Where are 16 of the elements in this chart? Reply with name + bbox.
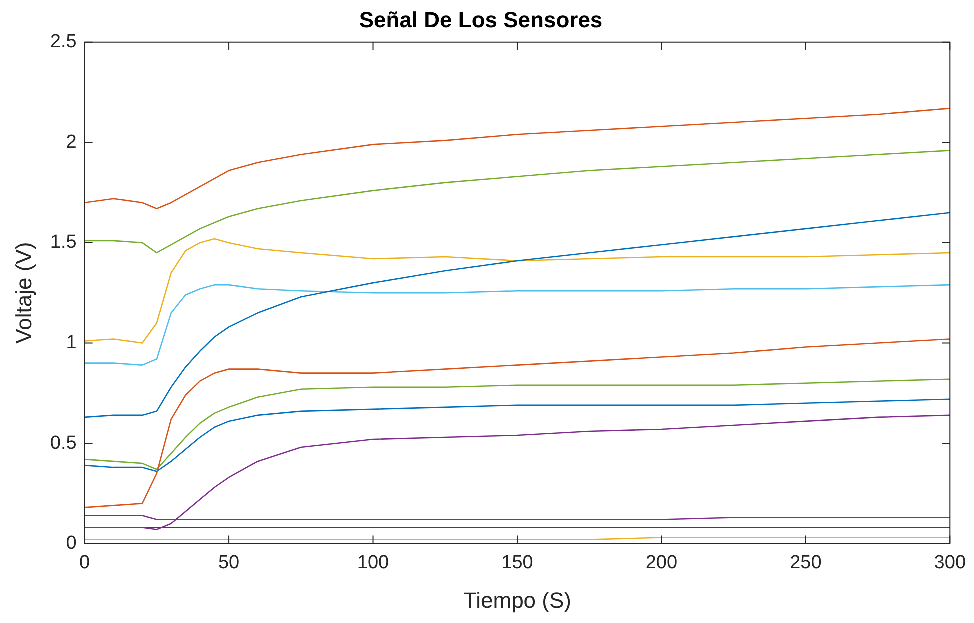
x-tick-label: 300 [934,552,966,574]
x-tick-label: 200 [646,552,678,574]
x-tick-label: 0 [80,552,90,574]
x-tick-label: 250 [790,552,822,574]
y-tick-label: 0 [66,533,77,554]
y-tick-label: 2 [66,132,77,153]
x-tick-label: 100 [357,552,390,574]
x-axis-title: Tiempo (S) [463,588,572,613]
y-tick-label: 1 [66,332,77,354]
chart-title: Señal De Los Sensores [359,7,603,32]
y-tick-label: 0.5 [50,432,77,454]
x-tick-label: 150 [502,552,534,574]
y-axis-title: Voltaje (V) [11,242,36,344]
y-tick-label: 1.5 [50,232,77,254]
y-tick-label: 2.5 [50,32,77,53]
x-tick-label: 50 [218,552,240,574]
